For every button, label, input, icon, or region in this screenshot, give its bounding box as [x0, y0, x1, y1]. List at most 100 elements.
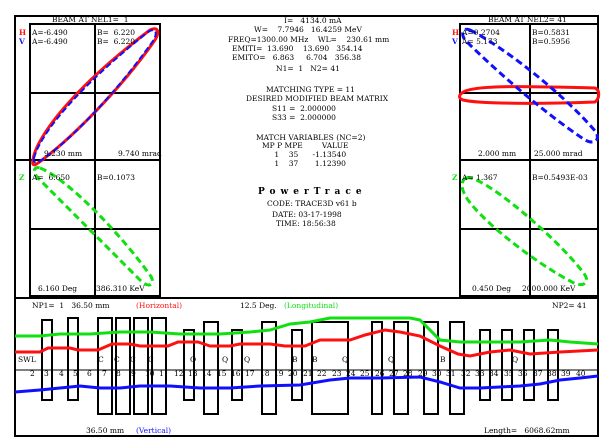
np1-scale: NP1= 1 36.50 mm [32, 301, 110, 310]
left-phase-grid [29, 23, 161, 297]
right-vertical-ellipse [461, 27, 599, 144]
element-letter: Q [244, 355, 251, 364]
right-b-z: B=0.5493E-03 [532, 173, 588, 182]
horizontal-label: (Horizontal) [136, 301, 183, 310]
element-number: 5 [73, 369, 78, 378]
element-letter: Q [222, 355, 229, 364]
element-number: 35 [504, 369, 514, 378]
element-number: 18 [260, 369, 270, 378]
horizontal-envelope [15, 328, 599, 358]
element-number: 38 [547, 369, 557, 378]
element-letter: C [98, 355, 104, 364]
element-number: 16 [231, 369, 241, 378]
left-a-h: A=-6.490 [32, 28, 68, 37]
element-number: 13 [188, 369, 198, 378]
element-number: 14 [202, 369, 212, 378]
element-letter: B [312, 355, 318, 364]
longitudinal-scale: 12.5 Deg. [240, 301, 277, 310]
element-letter: C [114, 355, 120, 364]
element-number: 8 [116, 369, 121, 378]
right-longitudinal-ellipse [460, 176, 588, 287]
energy-line: W= 7.7946 16.4259 MeV [254, 25, 362, 34]
run-date: DATE: 03-17-1998 [272, 210, 342, 219]
element-number: 12 [174, 369, 184, 378]
left-h-marker: H [19, 28, 27, 37]
right-scale-xp: 25.000 mrad [534, 149, 583, 158]
left-scale-xp: 9.740 mrad [118, 149, 162, 158]
left-b-h: B= 6.220 [97, 28, 136, 37]
right-phase-grid [459, 23, 599, 297]
left-vertical-ellipse [32, 29, 157, 164]
left-a-v: A=-6.490 [32, 37, 68, 46]
s11-value: S11 = 2.000000 [272, 104, 336, 113]
left-scale-phase: 6.160 Deg [38, 284, 78, 293]
element-number: 2 [30, 369, 35, 378]
element-number: 36 [518, 369, 528, 378]
element-letter: B [440, 355, 446, 364]
match-variables-header: MP P MPE VALUE [262, 141, 349, 150]
right-horizontal-ellipse [458, 85, 601, 105]
left-v-marker: V [19, 37, 25, 46]
vertical-label: (Vertical) [136, 426, 172, 435]
element-letter: Q [190, 355, 197, 364]
element-letter: Q [342, 355, 349, 364]
s33-value: S33 = 2.000000 [272, 113, 336, 122]
left-longitudinal-ellipse [32, 166, 154, 287]
match-variable-row-1: 1 35 -1.13540 [272, 150, 347, 159]
element-number: 20 [288, 369, 298, 378]
element-number: 30 [432, 369, 442, 378]
right-scale-x: 2.000 mm [478, 149, 517, 158]
left-a-z: A= 6.650 [32, 173, 70, 182]
vertical-scale: 36.50 mm [86, 426, 125, 435]
element-number: 19 [274, 369, 284, 378]
left-b-z: B=0.1073 [97, 173, 136, 182]
left-b-v: B= 6.220 [97, 37, 136, 46]
element-number: 7 [102, 369, 107, 378]
emittance-out-line: EMITO= 6.863 6.704 356.38 [232, 53, 361, 62]
element-letter: C [148, 355, 154, 364]
element-number: 6 [87, 369, 92, 378]
right-a-z: A= 1.367 [462, 173, 498, 182]
left-horizontal-ellipse [31, 27, 160, 167]
longitudinal-label: (Longitudinal) [284, 301, 339, 310]
match-variable-row-2: 1 37 1.12390 [272, 159, 346, 168]
run-time: TIME: 18:56:38 [276, 219, 336, 228]
element-number: 29 [418, 369, 428, 378]
element-number: 24 [346, 369, 356, 378]
element-range-line: N1= 1 N2= 41 [276, 64, 340, 73]
right-h-marker: H [452, 28, 460, 37]
right-v-marker: V [452, 37, 458, 46]
beamline-elements [41, 317, 559, 415]
total-length: Length= 6068.62mm [484, 426, 570, 435]
desired-matrix-title: DESIRED MODIFIED BEAM MATRIX [246, 94, 389, 103]
right-scale-phase: 0.450 Deg [472, 284, 512, 293]
element-number: 37 [533, 369, 543, 378]
element-letter: Q [388, 355, 395, 364]
right-a-h: A=0.2704 [462, 28, 500, 37]
element-letter: SWL [18, 355, 36, 364]
element-letter: C [130, 355, 136, 364]
element-number: 15 [217, 369, 227, 378]
element-number: 10 [145, 369, 155, 378]
element-number: 1 [159, 369, 164, 378]
element-number: 32 [461, 369, 471, 378]
element-number: 3 [44, 369, 49, 378]
element-number: 4 [59, 369, 64, 378]
element-number: 33 [475, 369, 485, 378]
powertrace-title: PowerTrace [258, 187, 367, 197]
right-scale-energy: 2000.000 KeV [522, 284, 576, 293]
element-number: 9 [131, 369, 136, 378]
right-z-marker: Z [452, 173, 458, 182]
matching-type: MATCHING TYPE = 11 [266, 85, 355, 94]
beam-current: I= 4134.0 mA [284, 16, 342, 25]
element-number: 17 [245, 369, 255, 378]
match-variables-title: MATCH VARIABLES (NC=2) [256, 133, 366, 142]
element-number: 40 [576, 369, 586, 378]
vertical-envelope [14, 374, 599, 394]
longitudinal-envelope [15, 316, 599, 346]
left-scale-x: 9.230 mm [44, 149, 83, 158]
emittance-in-line: EMITI= 13.690 13.690 354.14 [232, 44, 363, 53]
code-version: CODE: TRACE3D v61 b [267, 199, 357, 208]
